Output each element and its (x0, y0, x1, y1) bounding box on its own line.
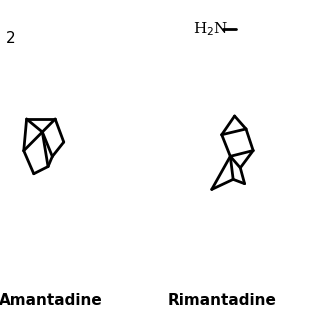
Text: H$_2$N: H$_2$N (193, 20, 228, 38)
Text: Amantadine: Amantadine (0, 293, 103, 308)
Text: Rimantadine: Rimantadine (168, 293, 276, 308)
Text: 2: 2 (6, 31, 15, 46)
